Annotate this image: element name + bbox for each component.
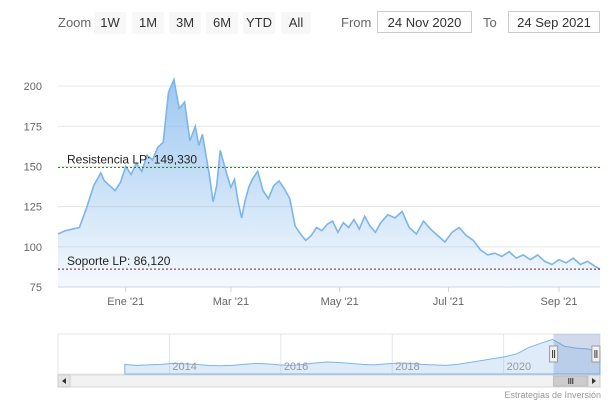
from-date-input[interactable] bbox=[377, 11, 472, 33]
y-tick-label: 200 bbox=[24, 81, 42, 93]
y-tick-label: 150 bbox=[24, 161, 42, 173]
x-tick-label: May '21 bbox=[321, 296, 359, 308]
y-tick-label: 175 bbox=[24, 121, 42, 133]
y-tick-label: 75 bbox=[30, 282, 42, 294]
from-label: From bbox=[341, 15, 372, 30]
zoom-ytd-button[interactable]: YTD bbox=[243, 12, 275, 34]
arrow-right-icon bbox=[592, 378, 596, 384]
credits-text: Estrategias de Inversión bbox=[504, 390, 601, 400]
range-selector: Zoom 1W 1M 3M 6M YTD All From To bbox=[0, 0, 615, 44]
navigator-years: 2014 2016 2018 2020 bbox=[172, 361, 531, 373]
y-tick-label: 100 bbox=[24, 242, 42, 254]
zoom-label: Zoom bbox=[58, 15, 92, 30]
navigator-frame bbox=[57, 333, 601, 375]
y-tick-label: 125 bbox=[24, 202, 42, 214]
navigator-area bbox=[124, 338, 601, 375]
support-label: Soporte LP: 86,120 bbox=[67, 254, 171, 268]
x-tick-label: Mar '21 bbox=[213, 296, 249, 308]
zoom-3m-button[interactable]: 3M bbox=[169, 12, 201, 34]
y-axis: 75 100 125 150 175 200 bbox=[24, 81, 42, 294]
grip-icon bbox=[568, 378, 574, 384]
price-line bbox=[57, 76, 601, 270]
x-tick-label: Jul '21 bbox=[433, 296, 464, 308]
navigator-year-label: 2018 bbox=[395, 361, 419, 373]
navigator-year-label: 2020 bbox=[507, 361, 531, 373]
x-axis: Ene '21 Mar '21 May '21 Jul '21 Sep '21 bbox=[107, 287, 577, 308]
navigator-grid bbox=[168, 334, 505, 374]
zoom-6m-button[interactable]: 6M bbox=[206, 12, 238, 34]
x-tick-label: Sep '21 bbox=[541, 296, 578, 308]
navigator-right-handle[interactable] bbox=[591, 345, 601, 363]
x-tick-label: Ene '21 bbox=[107, 296, 144, 308]
navigator-year-label: 2016 bbox=[284, 361, 308, 373]
zoom-1m-button[interactable]: 1M bbox=[132, 12, 164, 34]
resistance-label: Resistencia LP: 149,330 bbox=[67, 153, 197, 167]
navigator-year-label: 2014 bbox=[172, 361, 196, 373]
to-label: To bbox=[483, 15, 497, 30]
to-date-input[interactable] bbox=[508, 11, 600, 33]
zoom-all-button[interactable]: All bbox=[281, 12, 311, 34]
zoom-1w-button[interactable]: 1W bbox=[94, 12, 126, 34]
navigator-left-handle[interactable] bbox=[549, 345, 559, 363]
arrow-left-icon bbox=[62, 378, 66, 384]
scrollbar-track[interactable] bbox=[57, 374, 601, 388]
